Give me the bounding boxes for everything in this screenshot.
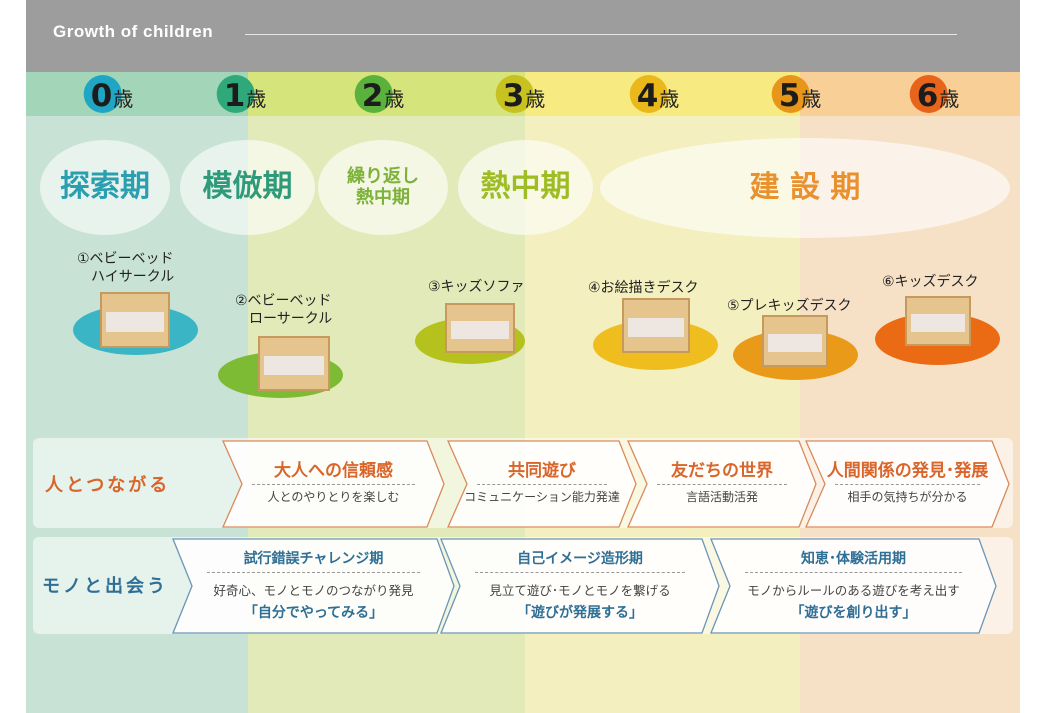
product-image-6[interactable] (905, 296, 971, 346)
product-image-2[interactable] (258, 336, 330, 391)
age-circle (354, 75, 393, 113)
things-chevron-2: 知恵･体験活用期 モノからルールのある遊びを考え出す 「遊びを創り出す」 (710, 538, 997, 634)
people-chevron-1: 共同遊び コミュニケーション能力発達 (447, 440, 637, 528)
product-image-1[interactable] (100, 292, 170, 348)
people-item-title: 大人への信頼感 (274, 461, 393, 481)
product-label-2: ②ベビーベッド ローサークル (235, 293, 333, 327)
things-item-title: 知恵･体験活用期 (801, 551, 906, 567)
age-circle (629, 75, 668, 113)
product-label-5: ⑤プレキッズデスク (727, 298, 852, 314)
people-chevron-3: 人間関係の発見･発展 相手の気持ちが分かる (805, 440, 1010, 528)
people-item-sub: 人とのやりとりを楽しむ (267, 490, 400, 504)
people-item-sub: 相手の気持ちが分かる (847, 490, 968, 504)
product-label-3: ③キッズソファ (428, 279, 525, 295)
product-image-3[interactable] (445, 303, 515, 353)
title-divider (245, 34, 957, 35)
people-row-label: 人とつながる (45, 475, 171, 496)
people-chevron-0: 大人への信頼感 人とのやりとりを楽しむ (222, 440, 445, 528)
stage-ellipse-0: 探索期 (40, 140, 170, 235)
things-item-quote: 「遊びが発展する」 (517, 605, 643, 621)
product-image-5[interactable] (762, 315, 828, 367)
things-item-sub: 見立て遊び･モノとモノを繋げる (489, 583, 671, 598)
things-chevron-0: 試行錯誤チャレンジ期 好奇心、モノとモノのつながり発見 「自分でやってみる」 (172, 538, 455, 634)
people-item-title: 共同遊び (508, 461, 576, 481)
product-image-4[interactable] (622, 298, 690, 353)
people-item-sub: 言語活動活発 (685, 490, 758, 504)
things-item-title: 自己イメージ造形期 (517, 551, 643, 567)
people-item-title: 人間関係の発見･発展 (826, 461, 989, 481)
product-label-6: ⑥キッズデスク (882, 274, 979, 290)
age-band-0-1 (26, 72, 248, 116)
stage-ellipse-3: 熱中期 (458, 140, 593, 235)
stage-ellipse-4: 建 設 期 (600, 138, 1010, 238)
people-chevron-2: 友だちの世界 言語活動活発 (627, 440, 817, 528)
things-row-label: モノと出会う (42, 576, 168, 597)
stage-ellipse-2: 繰り返し 熱中期 (318, 140, 448, 235)
age-circle (771, 75, 810, 113)
things-item-quote: 「遊びを創り出す」 (790, 605, 917, 621)
stage-ellipse-1: 模倣期 (180, 140, 315, 235)
people-item-title: 友だちの世界 (671, 461, 773, 481)
header-bar (26, 0, 1020, 72)
things-item-sub: 好奇心、モノとモノのつながり発見 (213, 583, 414, 598)
age-circle (83, 75, 122, 113)
product-label-4: ④お絵描きデスク (588, 280, 699, 296)
page-title: Growth of children (53, 22, 214, 41)
people-item-sub: コミュニケーション能力発達 (464, 490, 620, 504)
age-circle (495, 75, 534, 113)
age-circle (216, 75, 255, 113)
age-circle (909, 75, 948, 113)
things-item-title: 試行錯誤チャレンジ期 (243, 551, 384, 567)
things-item-quote: 「自分でやってみる」 (243, 605, 384, 621)
product-label-1: ①ベビーベッド ハイサークル (77, 251, 175, 285)
things-chevron-1: 自己イメージ造形期 見立て遊び･モノとモノを繋げる 「遊びが発展する」 (440, 538, 720, 634)
things-item-sub: モノからルールのある遊びを考え出す (747, 583, 960, 598)
